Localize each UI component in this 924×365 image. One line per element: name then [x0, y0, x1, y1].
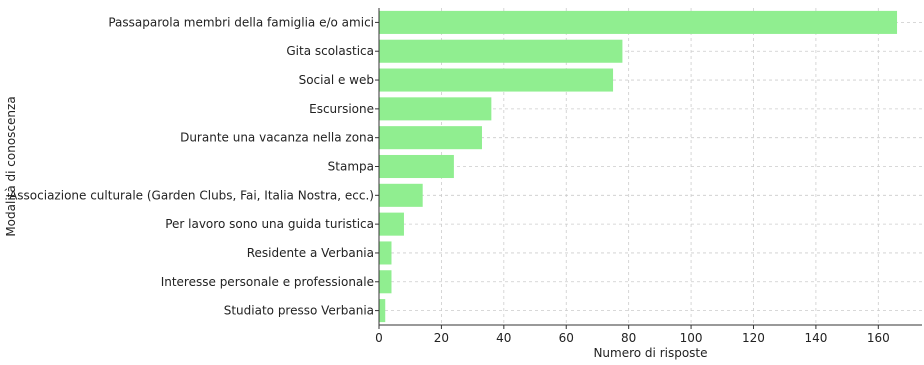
bar — [379, 241, 392, 265]
y-tick-label: Residente a Verbania — [247, 246, 374, 260]
x-tick-label: 120 — [742, 331, 765, 345]
bar — [379, 39, 623, 63]
y-tick-label: Interesse personale e professionale — [161, 275, 374, 289]
y-tick-label: Passaparola membri della famiglia e/o am… — [108, 15, 374, 29]
x-tick-label: 100 — [680, 331, 703, 345]
bar — [379, 154, 454, 179]
y-tick-label: Associazione culturale (Garden Clubs, Fa… — [9, 188, 374, 202]
y-tick-label: Stampa — [328, 160, 374, 174]
y-tick-label: Durante una vacanza nella zona — [180, 131, 374, 145]
x-tick-label: 160 — [867, 331, 890, 345]
x-tick-label: 20 — [434, 331, 449, 345]
bar — [379, 126, 482, 150]
y-tick-label: Studiato presso Verbania — [224, 304, 374, 318]
y-ticks: Passaparola membri della famiglia e/o am… — [9, 15, 379, 318]
bar — [379, 299, 386, 323]
y-tick-label: Gita scolastica — [286, 44, 374, 58]
x-tick-label: 60 — [559, 331, 574, 345]
bar — [379, 183, 423, 207]
bar — [379, 10, 898, 34]
y-axis-label: Modalità di conoscenza — [4, 96, 18, 236]
x-axis-label: Numero di risposte — [593, 346, 707, 360]
bar — [379, 270, 392, 294]
y-tick-label: Escursione — [309, 102, 374, 116]
x-tick-label: 0 — [375, 331, 383, 345]
x-tick-label: 80 — [621, 331, 636, 345]
x-ticks: 0 20 40 60 80 100 120 140 160 — [375, 325, 890, 345]
bar — [379, 68, 614, 92]
bar — [379, 212, 404, 236]
bars — [379, 10, 898, 323]
bar — [379, 97, 492, 121]
y-tick-label: Social e web — [299, 73, 374, 87]
x-tick-label: 140 — [804, 331, 827, 345]
y-tick-label: Per lavoro sono una guida turistica — [165, 217, 374, 231]
x-tick-label: 40 — [496, 331, 511, 345]
